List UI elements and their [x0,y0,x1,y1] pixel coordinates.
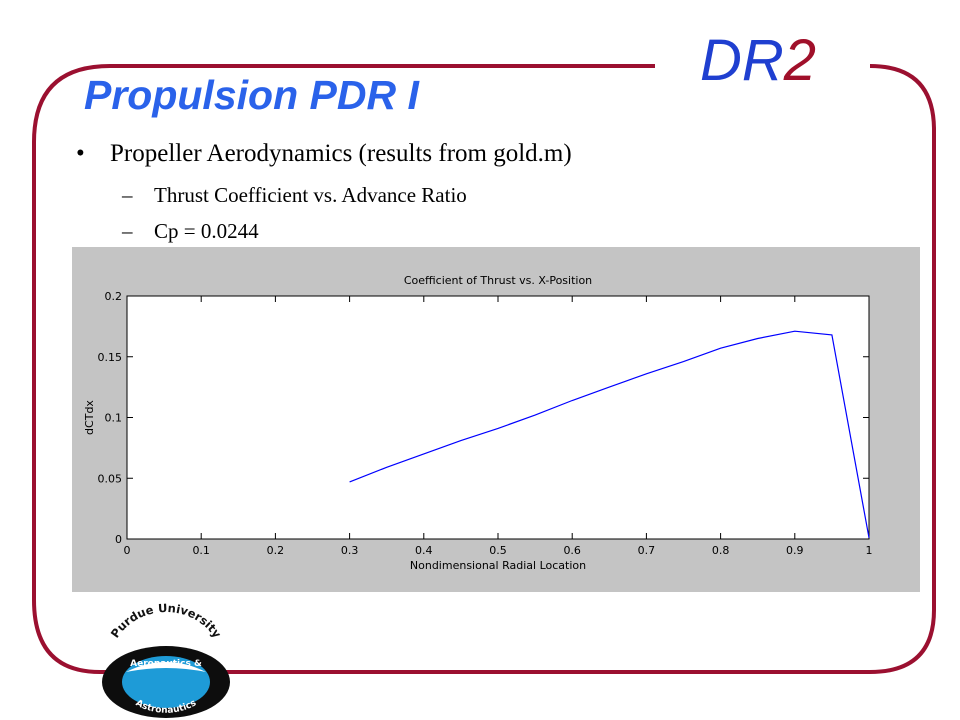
x-tick-label: 0.1 [192,544,210,557]
x-tick-label: 0.9 [786,544,804,557]
sub-bullet-text: Thrust Coefficient vs. Advance Ratio [154,183,467,207]
brand-number: 2 [783,28,817,93]
y-tick-label: 0 [115,533,122,546]
y-tick-label: 0.05 [98,472,123,485]
bullet-propeller-aero: • Propeller Aerodynamics (results from go… [76,140,572,168]
svg-text:Purdue University: Purdue University [108,601,225,641]
x-tick-label: 0.3 [341,544,359,557]
sub-marker: – [122,183,133,207]
logo-top-text: Purdue University [108,601,225,641]
sub-marker: – [122,219,133,243]
dctdx-series-line [349,330,870,538]
logo-wing-icon [126,662,206,672]
sub-bullet-thrust: – Thrust Coefficient vs. Advance Ratio [122,183,467,208]
x-axis-label: Nondimensional Radial Location [410,559,586,572]
x-tick-label: 0.6 [563,544,581,557]
dr2-logo: DR2 [700,32,816,90]
x-tick-label: 0.2 [267,544,285,557]
plot-area [126,295,870,540]
x-tick-label: 0.8 [712,544,730,557]
sub-bullet-text: Cp = 0.0244 [154,219,259,243]
x-tick-label: 0.7 [638,544,656,557]
y-tick-label: 0.15 [98,351,123,364]
sub-bullet-cp: – Cp = 0.0244 [122,219,259,244]
y-axis-label: dCTdx [83,400,96,435]
x-tick-label: 0.5 [489,544,507,557]
x-tick-label: 1 [866,544,873,557]
purdue-aero-astro-logo: Purdue University Aeronautics & Astronau… [102,601,230,718]
x-tick-label: 0 [124,544,131,557]
bullet-text: Propeller Aerodynamics (results from gol… [110,140,572,167]
plot-panel: 0 0.1 0.2 0.3 0.4 0.5 0.6 0.7 0.8 0.9 1 0 0.05 0.1 0.1… [72,247,920,592]
brand-dr: DR [700,28,784,93]
y-tick-label: 0.1 [105,412,123,425]
y-tick-label: 0.2 [105,290,123,303]
slide-title: Propulsion PDR I [84,72,419,118]
x-tick-label: 0.4 [415,544,433,557]
logo-middle-text: Aeronautics & [130,659,202,669]
bullet-marker: • [76,140,85,167]
thrust-coefficient-chart: 0 0.1 0.2 0.3 0.4 0.5 0.6 0.7 0.8 0.9 1 0 0.05 0.1 0.1… [83,274,873,572]
chart-title: Coefficient of Thrust vs. X-Position [404,274,592,287]
